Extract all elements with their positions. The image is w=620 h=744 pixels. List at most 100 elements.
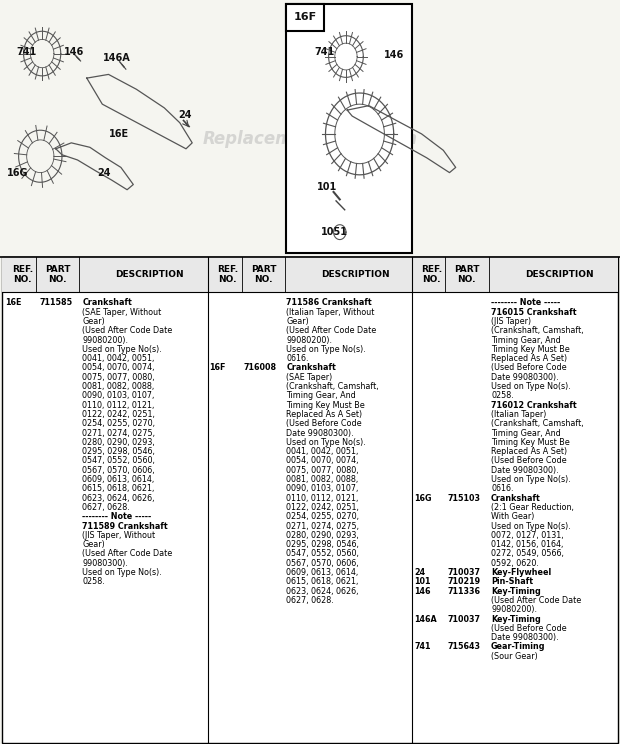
Text: 99080200).: 99080200). (286, 336, 332, 344)
Text: Used on Type No(s).: Used on Type No(s). (491, 522, 571, 530)
Text: Key-Timing: Key-Timing (491, 615, 541, 623)
Text: Gear): Gear) (82, 317, 105, 326)
Text: Key-Flywheel: Key-Flywheel (491, 568, 551, 577)
Text: DESCRIPTION: DESCRIPTION (321, 270, 389, 279)
Text: PART
NO.: PART NO. (45, 265, 71, 284)
Text: 101: 101 (317, 182, 337, 193)
Text: -------- Note -----: -------- Note ----- (491, 298, 560, 307)
Text: 16F: 16F (210, 363, 226, 373)
Text: 0075, 0077, 0080,: 0075, 0077, 0080, (82, 373, 155, 382)
Text: 16G: 16G (7, 167, 28, 178)
Text: 16E: 16E (109, 129, 129, 139)
Text: Crankshaft: Crankshaft (82, 298, 132, 307)
Text: Timing Gear, And: Timing Gear, And (491, 429, 560, 437)
Text: 710219: 710219 (448, 577, 480, 586)
Text: Used on Type No(s).: Used on Type No(s). (82, 344, 162, 354)
Text: 711336: 711336 (448, 586, 480, 596)
Text: 0110, 0112, 0121,: 0110, 0112, 0121, (82, 400, 155, 410)
Text: 0592, 0620.: 0592, 0620. (491, 559, 539, 568)
Text: 0122, 0242, 0251,: 0122, 0242, 0251, (82, 410, 156, 419)
Text: 715643: 715643 (448, 643, 480, 652)
Text: -------- Note -----: -------- Note ----- (82, 512, 152, 522)
Text: 146: 146 (64, 47, 84, 57)
Text: 99080200).: 99080200). (82, 336, 128, 344)
Text: 0254, 0255, 0270,: 0254, 0255, 0270, (82, 419, 156, 429)
Text: Gear): Gear) (286, 317, 309, 326)
Text: 0271, 0274, 0275,: 0271, 0274, 0275, (286, 522, 360, 530)
Text: (Used Before Code: (Used Before Code (491, 456, 567, 466)
Text: Gear): Gear) (82, 540, 105, 549)
Text: 716008: 716008 (244, 363, 277, 373)
Text: Key-Timing: Key-Timing (491, 586, 541, 596)
Text: 0258.: 0258. (491, 391, 514, 400)
Text: Timing Key Must Be: Timing Key Must Be (286, 400, 365, 410)
Text: (Sour Gear): (Sour Gear) (491, 652, 538, 661)
Text: 0090, 0103, 0107,: 0090, 0103, 0107, (82, 391, 155, 400)
Text: With Gear): With Gear) (491, 512, 534, 522)
Text: 0122, 0242, 0251,: 0122, 0242, 0251, (286, 503, 360, 512)
Text: 711586 Crankshaft: 711586 Crankshaft (286, 298, 372, 307)
Text: 0081, 0082, 0088,: 0081, 0082, 0088, (82, 382, 155, 391)
Text: 0547, 0552, 0560,: 0547, 0552, 0560, (286, 549, 360, 559)
Text: 101: 101 (414, 577, 431, 586)
Bar (286, 4, 412, 253)
Text: Used on Type No(s).: Used on Type No(s). (286, 437, 366, 447)
Text: Date 99080300).: Date 99080300). (286, 429, 354, 437)
Bar (2, 257, 618, 292)
Text: Replaced As A Set): Replaced As A Set) (286, 410, 363, 419)
Text: (JIS Taper, Without: (JIS Taper, Without (82, 530, 156, 540)
Text: 711585: 711585 (39, 298, 72, 307)
Text: 715103: 715103 (448, 493, 480, 503)
Text: (Used After Code Date: (Used After Code Date (82, 549, 173, 559)
Text: 0075, 0077, 0080,: 0075, 0077, 0080, (286, 466, 359, 475)
Text: 0609, 0613, 0614,: 0609, 0613, 0614, (82, 475, 155, 484)
Text: PART
NO.: PART NO. (454, 265, 480, 284)
Bar (0, 0, 620, 257)
Text: (Used After Code Date: (Used After Code Date (491, 596, 582, 605)
Text: Date 99080300).: Date 99080300). (491, 466, 559, 475)
Text: 0041, 0042, 0051,: 0041, 0042, 0051, (286, 447, 359, 456)
Text: 710037: 710037 (448, 615, 480, 623)
Text: (SAE Taper): (SAE Taper) (286, 373, 333, 382)
Text: (Used Before Code: (Used Before Code (286, 419, 362, 429)
Text: Date 99080300).: Date 99080300). (491, 373, 559, 382)
Text: Used on Type No(s).: Used on Type No(s). (286, 344, 366, 354)
Text: Timing Gear, And: Timing Gear, And (286, 391, 356, 400)
Text: Timing Key Must Be: Timing Key Must Be (491, 344, 570, 354)
Text: 0567, 0570, 0606,: 0567, 0570, 0606, (286, 559, 359, 568)
Text: 0142, 0156, 0164,: 0142, 0156, 0164, (491, 540, 564, 549)
Text: 16F: 16F (293, 12, 317, 22)
Text: 146A: 146A (414, 615, 437, 623)
Text: Used on Type No(s).: Used on Type No(s). (491, 475, 571, 484)
Text: ReplacementParts.com: ReplacementParts.com (203, 130, 417, 149)
Text: 0615, 0618, 0621,: 0615, 0618, 0621, (286, 577, 359, 586)
Text: 0616.: 0616. (286, 354, 309, 363)
Text: 0280, 0290, 0293,: 0280, 0290, 0293, (286, 530, 359, 540)
Text: 0623, 0624, 0626,: 0623, 0624, 0626, (286, 586, 359, 596)
Text: Date 99080300).: Date 99080300). (491, 633, 559, 642)
Text: 0254, 0255, 0270,: 0254, 0255, 0270, (286, 512, 360, 522)
Text: Pin-Shaft: Pin-Shaft (491, 577, 533, 586)
Text: 0616.: 0616. (491, 484, 513, 493)
Text: Replaced As A Set): Replaced As A Set) (491, 447, 567, 456)
Text: 711589 Crankshaft: 711589 Crankshaft (82, 522, 168, 530)
Text: 99080300).: 99080300). (82, 559, 128, 568)
Text: (Used Before Code: (Used Before Code (491, 623, 567, 633)
Text: 99080200).: 99080200). (491, 606, 537, 615)
Text: 0623, 0624, 0626,: 0623, 0624, 0626, (82, 493, 155, 503)
Text: 0110, 0112, 0121,: 0110, 0112, 0121, (286, 493, 359, 503)
Text: Timing Key Must Be: Timing Key Must Be (491, 437, 570, 447)
Text: (Italian Taper, Without: (Italian Taper, Without (286, 308, 375, 317)
Text: 0054, 0070, 0074,: 0054, 0070, 0074, (82, 363, 155, 373)
Text: 0054, 0070, 0074,: 0054, 0070, 0074, (286, 456, 359, 466)
Text: 0072, 0127, 0131,: 0072, 0127, 0131, (491, 530, 564, 540)
Text: 0090, 0103, 0107,: 0090, 0103, 0107, (286, 484, 359, 493)
Text: 741: 741 (16, 47, 36, 57)
Text: REF.
NO.: REF. NO. (421, 265, 443, 284)
Text: 0280, 0290, 0293,: 0280, 0290, 0293, (82, 437, 155, 447)
Text: (Used Before Code: (Used Before Code (491, 363, 567, 373)
Text: 716015 Crankshaft: 716015 Crankshaft (491, 308, 577, 317)
Text: 0295, 0298, 0546,: 0295, 0298, 0546, (82, 447, 156, 456)
Text: Replaced As A Set): Replaced As A Set) (491, 354, 567, 363)
Text: 24: 24 (178, 110, 192, 121)
